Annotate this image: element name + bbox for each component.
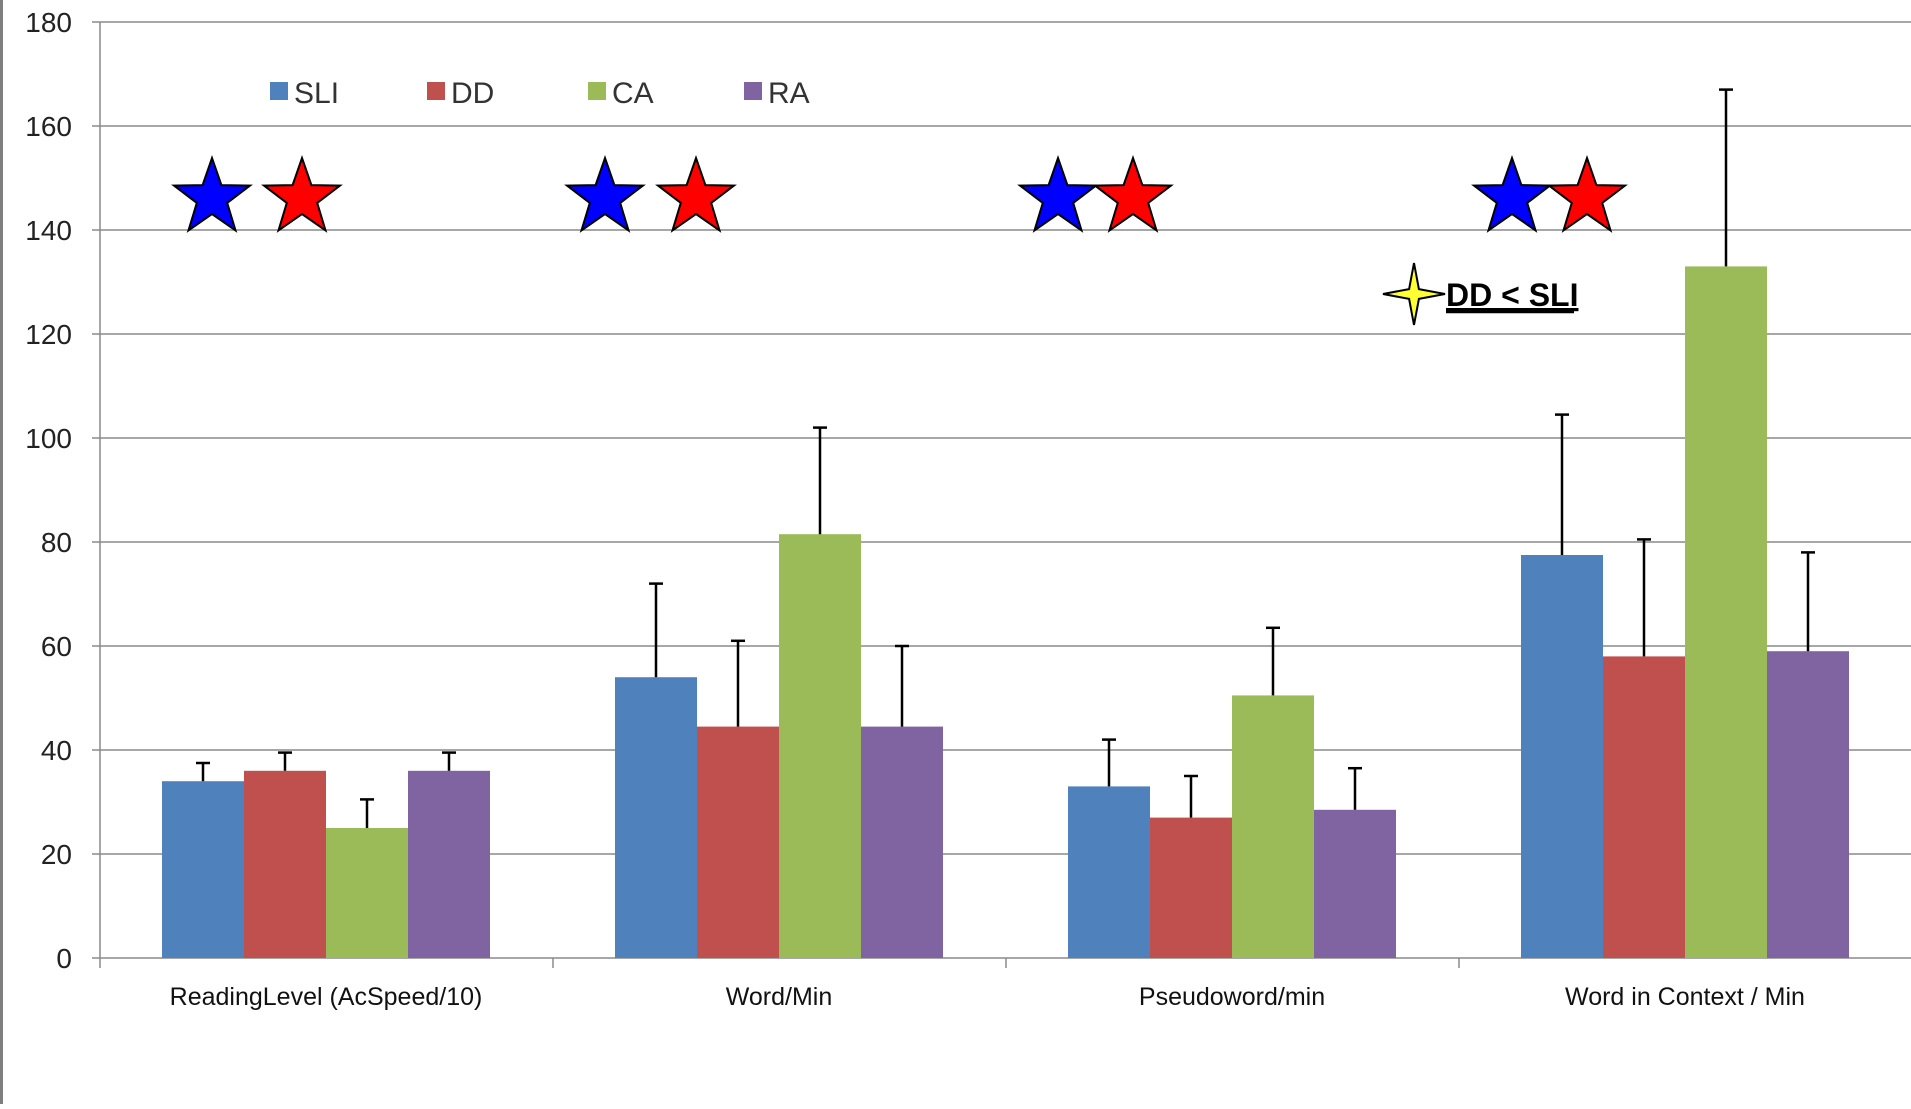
- bar-sli: [615, 677, 697, 958]
- bar-ra: [408, 770, 490, 958]
- category-label: Word in Context / Min: [1565, 983, 1805, 1011]
- blue-star-icon: [564, 154, 646, 233]
- bar-sli: [162, 781, 244, 958]
- annotation-label: DD < SLI: [1446, 277, 1578, 313]
- four-point-star-icon: [1382, 262, 1446, 326]
- red-star-icon: [1092, 154, 1174, 233]
- y-tick-label: 180: [25, 7, 72, 38]
- y-tick-label: 120: [25, 319, 72, 350]
- bar-dd: [1603, 656, 1685, 958]
- bar-ra: [1767, 651, 1849, 958]
- y-tick-label: 140: [25, 215, 72, 246]
- bar-sli: [1521, 555, 1603, 958]
- bar-dd: [1150, 817, 1232, 958]
- category-label: Pseudoword/min: [1139, 983, 1325, 1011]
- blue-star-icon: [1471, 154, 1553, 233]
- legend-swatch-ca: [588, 82, 606, 100]
- y-tick-label: 60: [41, 631, 72, 662]
- y-tick-label: 100: [25, 423, 72, 454]
- blue-star-icon: [1017, 154, 1099, 233]
- bar-dd: [244, 770, 326, 958]
- red-star-icon: [655, 154, 737, 233]
- bar-ca: [326, 828, 408, 958]
- bar-ca: [1685, 266, 1767, 958]
- legend-label: SLI: [294, 77, 339, 110]
- y-tick-label: 0: [56, 943, 72, 974]
- chart-left-border: [0, 0, 3, 1104]
- y-tick-label: 80: [41, 527, 72, 558]
- category-label: ReadingLevel (AcSpeed/10): [170, 983, 483, 1011]
- legend-label: CA: [612, 77, 654, 110]
- red-star-icon: [1546, 154, 1628, 233]
- legend-label: RA: [768, 77, 810, 110]
- bar-sli: [1068, 786, 1150, 958]
- red-star-icon: [261, 154, 343, 233]
- blue-star-icon: [171, 154, 253, 233]
- y-tick-label: 40: [41, 735, 72, 766]
- y-tick-label: 20: [41, 839, 72, 870]
- legend-label: DD: [451, 77, 494, 110]
- bar-ra: [861, 726, 943, 958]
- bar-dd: [697, 726, 779, 958]
- bar-ca: [1232, 695, 1314, 958]
- legend-swatch-dd: [427, 82, 445, 100]
- y-tick-label: 160: [25, 111, 72, 142]
- category-label: Word/Min: [726, 983, 833, 1011]
- legend-swatch-sli: [270, 82, 288, 100]
- bar-ca: [779, 534, 861, 958]
- bar-ra: [1314, 809, 1396, 958]
- legend-swatch-ra: [744, 82, 762, 100]
